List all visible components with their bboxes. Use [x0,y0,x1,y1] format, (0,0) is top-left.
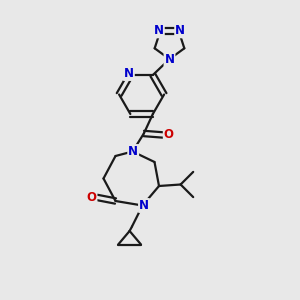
Text: O: O [86,191,97,204]
Text: N: N [124,67,134,80]
Text: N: N [154,24,164,38]
Text: N: N [139,199,149,212]
Text: N: N [164,53,175,66]
Text: N: N [128,145,138,158]
Text: N: N [175,24,185,38]
Text: O: O [164,128,174,142]
